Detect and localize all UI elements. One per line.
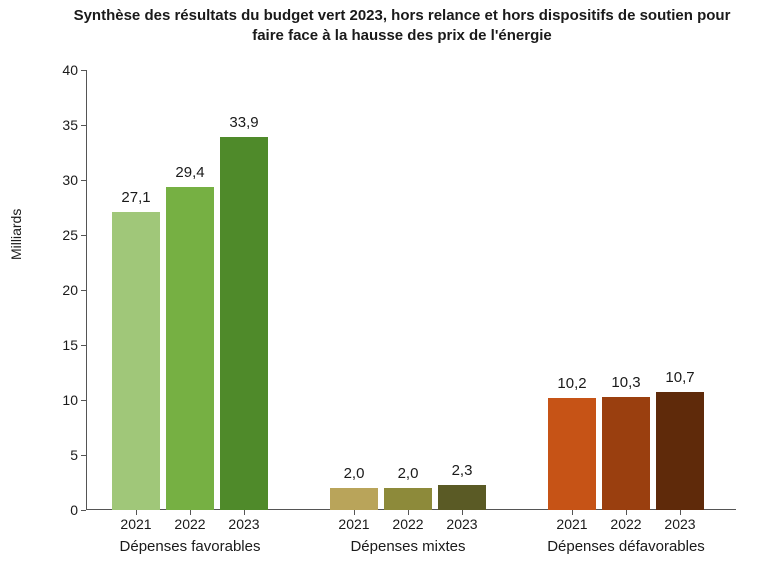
bar-value-label: 10,2 — [557, 375, 586, 392]
y-tick-mark — [81, 180, 86, 181]
bar: 10,3 — [602, 397, 650, 510]
y-tick-mark — [81, 235, 86, 236]
group-label: Dépenses mixtes — [350, 538, 465, 555]
x-tick-mark — [190, 510, 191, 515]
y-tick-label: 0 — [70, 502, 78, 518]
x-tick-mark — [136, 510, 137, 515]
y-tick-label: 30 — [62, 172, 78, 188]
y-tick-mark — [81, 125, 86, 126]
bar-value-label: 10,3 — [611, 374, 640, 391]
bar-value-label: 29,4 — [175, 164, 204, 181]
group-label: Dépenses défavorables — [547, 538, 705, 555]
group-label: Dépenses favorables — [120, 538, 261, 555]
chart-container: Synthèse des résultats du budget vert 20… — [0, 0, 764, 565]
y-tick-mark — [81, 290, 86, 291]
y-tick-mark — [81, 510, 86, 511]
bar: 2,3 — [438, 485, 486, 510]
bar: 10,2 — [548, 398, 596, 510]
bar: 29,4 — [166, 187, 214, 510]
y-axis-label: Milliards — [8, 209, 24, 260]
y-tick-mark — [81, 455, 86, 456]
y-tick-mark — [81, 400, 86, 401]
x-tick-mark — [626, 510, 627, 515]
plot-area: 051015202530354027,1202129,4202233,92023… — [86, 70, 736, 510]
x-tick-label: 2023 — [664, 516, 695, 532]
bar-value-label: 2,0 — [398, 465, 419, 482]
bar: 2,0 — [384, 488, 432, 510]
x-tick-label: 2022 — [392, 516, 423, 532]
x-tick-mark — [462, 510, 463, 515]
bar: 27,1 — [112, 212, 160, 510]
y-tick-label: 5 — [70, 447, 78, 463]
y-tick-label: 35 — [62, 117, 78, 133]
y-tick-label: 10 — [62, 392, 78, 408]
bar-value-label: 27,1 — [121, 189, 150, 206]
x-tick-label: 2021 — [556, 516, 587, 532]
bar-value-label: 2,3 — [452, 462, 473, 479]
y-tick-label: 25 — [62, 227, 78, 243]
x-tick-label: 2021 — [120, 516, 151, 532]
x-tick-label: 2021 — [338, 516, 369, 532]
x-tick-mark — [354, 510, 355, 515]
y-tick-mark — [81, 345, 86, 346]
bar: 33,9 — [220, 137, 268, 510]
y-tick-label: 40 — [62, 62, 78, 78]
y-tick-label: 20 — [62, 282, 78, 298]
x-tick-mark — [572, 510, 573, 515]
bar-value-label: 10,7 — [665, 369, 694, 386]
y-tick-mark — [81, 70, 86, 71]
x-tick-label: 2023 — [228, 516, 259, 532]
y-tick-label: 15 — [62, 337, 78, 353]
bar-value-label: 2,0 — [344, 465, 365, 482]
x-tick-label: 2023 — [446, 516, 477, 532]
bar: 2,0 — [330, 488, 378, 510]
x-tick-label: 2022 — [174, 516, 205, 532]
chart-title: Synthèse des résultats du budget vert 20… — [60, 6, 744, 45]
x-tick-mark — [680, 510, 681, 515]
x-tick-label: 2022 — [610, 516, 641, 532]
x-tick-mark — [408, 510, 409, 515]
y-axis-line — [86, 70, 87, 510]
x-tick-mark — [244, 510, 245, 515]
bar: 10,7 — [656, 392, 704, 510]
bar-value-label: 33,9 — [229, 114, 258, 131]
